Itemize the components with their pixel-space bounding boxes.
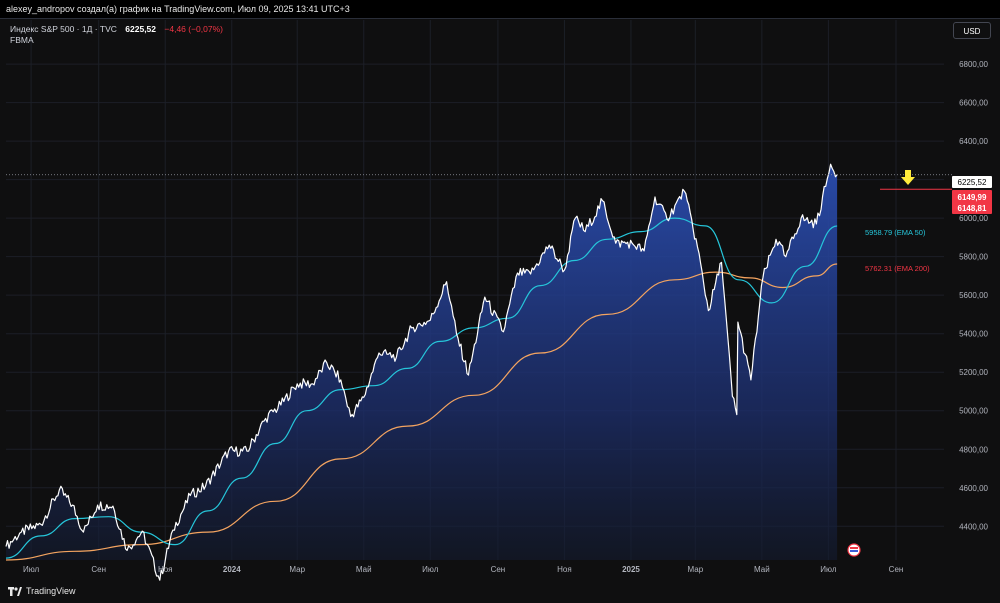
price-axis-tick: 6000,00 bbox=[959, 214, 988, 223]
price-axis[interactable]: 6800,006600,006400,006200,006000,005800,… bbox=[959, 60, 988, 531]
price-axis-tick: 5800,00 bbox=[959, 253, 988, 262]
tradingview-brand: TradingView bbox=[26, 586, 76, 596]
time-axis-tick: Ноя bbox=[158, 565, 173, 574]
price-axis-tick: 5600,00 bbox=[959, 291, 988, 300]
last-price-tag: 6225,52 bbox=[952, 176, 992, 188]
time-axis-tick: 2024 bbox=[223, 565, 241, 574]
indicator-name: FBMA bbox=[10, 35, 34, 45]
symbol-legend[interactable]: Индекс S&P 500 · 1Д · TVC 6225,52 −4,46 … bbox=[10, 24, 223, 46]
price-axis-tick: 5200,00 bbox=[959, 368, 988, 377]
flag-event-icon[interactable] bbox=[847, 543, 861, 557]
time-axis-tick: Май bbox=[356, 565, 372, 574]
price-axis-tick: 6800,00 bbox=[959, 60, 988, 69]
price-axis-tick: 4800,00 bbox=[959, 445, 988, 454]
last-price-tag-text: 6225,52 bbox=[958, 178, 987, 187]
red-price-tag: 6149,99 6148,81 bbox=[952, 190, 992, 214]
time-axis-tick: Мар bbox=[289, 565, 305, 574]
tradingview-logo-icon bbox=[8, 586, 22, 596]
ema50-line bbox=[5, 217, 838, 559]
ema200-label: 5762.31 (EMA 200) bbox=[865, 264, 930, 273]
time-axis[interactable]: Июл Сен Ноя 2024 Мар Май Июл Сен Ноя 2025 Мар Май Ию… bbox=[23, 565, 903, 574]
price-axis-tick: 6600,00 bbox=[959, 99, 988, 108]
red-price-tag-text-2: 6148,81 bbox=[958, 204, 987, 213]
time-axis-tick: Июл bbox=[422, 565, 439, 574]
down-arrow-icon bbox=[901, 170, 915, 185]
symbol-price: 6225,52 bbox=[125, 24, 157, 34]
price-axis-tick: 4400,00 bbox=[959, 522, 988, 531]
tradingview-logo: TradingView bbox=[8, 586, 76, 596]
price-axis-tick: 6400,00 bbox=[959, 137, 988, 146]
symbol-name: Индекс S&P 500 · 1Д · TVC bbox=[10, 24, 117, 34]
price-axis-tick: 5000,00 bbox=[959, 407, 988, 416]
currency-button[interactable]: USD bbox=[953, 22, 991, 39]
time-axis-tick: Июл bbox=[820, 565, 837, 574]
time-axis-tick: Мар bbox=[687, 565, 703, 574]
price-axis-tick: 4600,00 bbox=[959, 484, 988, 493]
time-axis-tick: Июл bbox=[23, 565, 40, 574]
red-price-tag-text-1: 6149,99 bbox=[958, 193, 987, 202]
time-axis-tick: Сен bbox=[91, 565, 106, 574]
chart-caption: alexey_andropov создал(а) график на Trad… bbox=[0, 0, 1000, 18]
symbol-change: −4,46 (−0,07%) bbox=[164, 24, 223, 34]
time-axis-tick: Май bbox=[754, 565, 770, 574]
price-area-fill bbox=[6, 164, 838, 581]
price-line bbox=[5, 163, 838, 581]
time-axis-tick: Сен bbox=[889, 565, 904, 574]
time-axis-tick: Сен bbox=[491, 565, 506, 574]
time-axis-tick: Ноя bbox=[557, 565, 572, 574]
price-axis-tick: 5400,00 bbox=[959, 330, 988, 339]
ema50-label: 5958.79 (EMA 50) bbox=[865, 228, 926, 237]
ema200-line bbox=[5, 263, 838, 561]
time-axis-tick: 2025 bbox=[622, 565, 640, 574]
